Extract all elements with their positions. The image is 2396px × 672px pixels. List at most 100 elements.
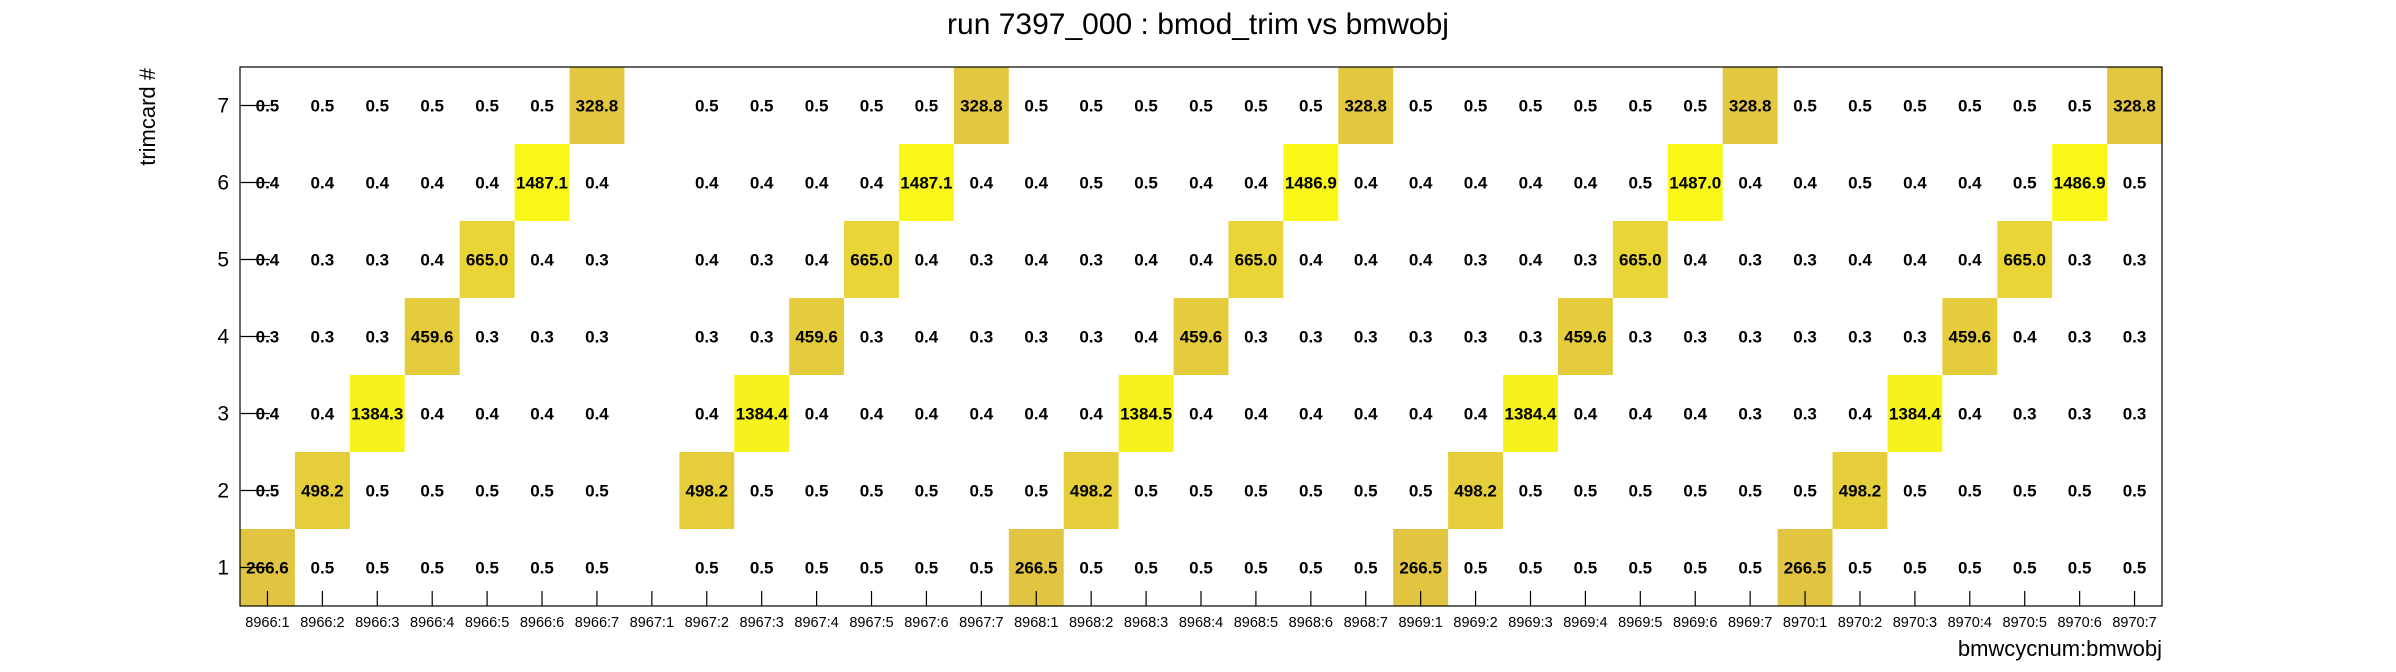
cell-value-label: 0.5: [1738, 482, 1762, 501]
cell-value-label: 0.4: [1958, 251, 1982, 270]
cell-value-label: 0.5: [530, 97, 554, 116]
cell-value-label: 0.5: [365, 559, 389, 578]
cell-value-label: 0.5: [805, 559, 829, 578]
cell-value-label: 0.4: [1354, 405, 1378, 424]
cell-value-label: 0.4: [1574, 405, 1598, 424]
cell-value-label: 0.4: [585, 174, 609, 193]
cell-value-label: 0.3: [750, 251, 774, 270]
y-tick-label: 6: [217, 172, 229, 195]
cell-value-label: 0.5: [1628, 559, 1652, 578]
heatmap-cell: [844, 221, 899, 298]
cell-value-label: 0.5: [695, 559, 719, 578]
heatmap-cell: [1942, 298, 1998, 375]
cell-value-label: 0.5: [1683, 482, 1707, 501]
cell-value-label: 1384.4: [1504, 405, 1557, 424]
cell-value-label: 0.5: [860, 97, 884, 116]
y-tick-label: 1: [217, 557, 229, 580]
heatmap-cell: [1338, 67, 1394, 144]
cell-value-label: 0.4: [1903, 251, 1927, 270]
cell-value-label: 0.3: [365, 328, 389, 347]
heatmap-cell: [1228, 221, 1284, 298]
x-tick-label: 8968:7: [1344, 615, 1388, 631]
cell-value-label: 0.3: [1024, 328, 1048, 347]
cell-value-label: 0.5: [1683, 97, 1707, 116]
cell-value-label: 0.5: [805, 97, 829, 116]
cell-value-label: 0.4: [1409, 251, 1433, 270]
x-tick-label: 8970:4: [1948, 615, 1992, 631]
x-tick-label: 8969:6: [1673, 615, 1717, 631]
x-tick-label: 8968:2: [1069, 615, 1113, 631]
cell-value-label: 0.4: [1409, 174, 1433, 193]
cell-value-label: 0.5: [311, 559, 335, 578]
cell-value-label: 0.5: [475, 559, 499, 578]
cell-value-label: 0.3: [311, 251, 335, 270]
heatmap-cell: [1557, 298, 1613, 375]
y-tick-label: 3: [217, 403, 229, 426]
cell-value-label: 0.5: [1134, 174, 1158, 193]
y-tick-label: 5: [217, 249, 229, 272]
cell-value-label: 0.3: [1793, 405, 1817, 424]
cell-value-label: 0.5: [1574, 97, 1598, 116]
x-tick-label: 8966:3: [355, 615, 399, 631]
cell-value-label: 0.5: [530, 482, 554, 501]
cell-value-label: 0.3: [365, 251, 389, 270]
cell-value-label: 0.4: [1683, 251, 1707, 270]
cell-value-label: 0.4: [530, 405, 554, 424]
x-tick-label: 8967:5: [849, 615, 893, 631]
cell-value-label: 0.4: [805, 174, 829, 193]
x-tick-label: 8968:1: [1014, 615, 1058, 631]
cell-value-label: 0.5: [1134, 559, 1158, 578]
cell-value-label: 0.5: [1299, 97, 1323, 116]
cell-value-label: 0.4: [805, 405, 829, 424]
x-tick-label: 8968:3: [1124, 615, 1168, 631]
cell-value-label: 0.4: [750, 174, 774, 193]
cell-value-label: 0.4: [915, 405, 939, 424]
heatmap-cell: [569, 67, 625, 144]
cell-value-label: 0.3: [2068, 328, 2092, 347]
cell-value-label: 0.5: [1354, 559, 1378, 578]
cell-value-label: 0.3: [1079, 251, 1103, 270]
cell-value-label: 0.3: [530, 328, 554, 347]
cell-value-label: 0.5: [585, 482, 609, 501]
x-tick-label: 8969:7: [1728, 615, 1772, 631]
cell-value-label: 0.3: [1574, 251, 1598, 270]
x-tick-label: 8967:6: [904, 615, 948, 631]
cell-value-label: 0.4: [1574, 174, 1598, 193]
cell-value-label: 0.5: [1464, 97, 1488, 116]
heatmap-cell: [2107, 67, 2162, 144]
cell-value-label: 0.3: [970, 328, 994, 347]
cell-value-label: 0.4: [1244, 405, 1268, 424]
cell-value-label: 0.4: [475, 174, 499, 193]
x-tick-label: 8969:1: [1398, 615, 1442, 631]
cell-value-label: 1384.4: [1889, 405, 1942, 424]
cell-value-label: 0.5: [311, 97, 335, 116]
cell-value-label: 0.5: [1299, 559, 1323, 578]
cell-value-label: 0.5: [915, 97, 939, 116]
heatmap-cell: [1063, 452, 1119, 529]
x-tick-label: 8969:3: [1508, 615, 1552, 631]
cell-value-label: 328.8: [576, 97, 619, 116]
cell-value-label: 665.0: [466, 251, 509, 270]
cell-value-label: 0.4: [915, 251, 939, 270]
cell-value-label: 0.3: [1738, 328, 1762, 347]
cell-value-label: 498.2: [1839, 482, 1882, 501]
cell-value-label: 0.5: [1079, 559, 1103, 578]
cell-value-label: 0.5: [1574, 482, 1598, 501]
cell-value-label: 459.6: [1949, 328, 1992, 347]
cell-value-label: 0.5: [1189, 482, 1213, 501]
cell-value-label: 0.4: [860, 405, 884, 424]
x-tick-label: 8967:7: [959, 615, 1003, 631]
cell-value-label: 0.5: [970, 559, 994, 578]
cell-value-label: 0.3: [970, 251, 994, 270]
cell-value-label: 665.0: [1619, 251, 1662, 270]
heatmap-cell: [898, 144, 954, 221]
cell-value-label: 0.3: [695, 328, 719, 347]
cell-value-label: 0.5: [1409, 482, 1433, 501]
cell-value-label: 0.4: [970, 174, 994, 193]
cell-value-label: 498.2: [685, 482, 728, 501]
cell-value-label: 1486.9: [2054, 174, 2106, 193]
cell-value-label: 0.5: [2013, 482, 2037, 501]
cell-value-label: 1384.5: [1120, 405, 1172, 424]
cell-value-label: 0.4: [1848, 405, 1872, 424]
